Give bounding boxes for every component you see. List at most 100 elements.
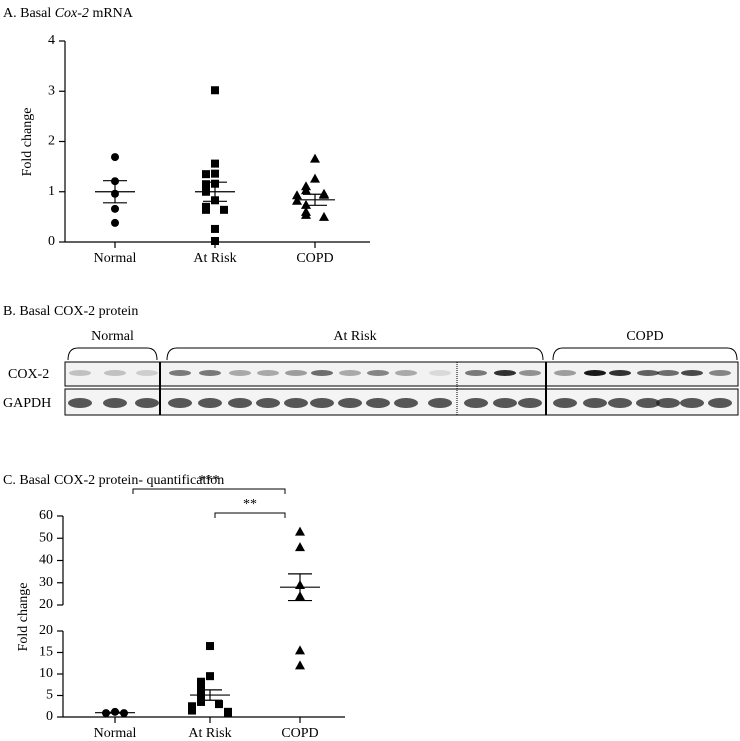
x-tick-label: COPD (281, 726, 318, 741)
band (199, 370, 221, 376)
band (198, 398, 222, 408)
band (518, 398, 542, 408)
point (197, 685, 205, 694)
band (656, 398, 680, 408)
row-label: COX-2 (8, 367, 49, 382)
point (224, 708, 232, 717)
band (229, 370, 251, 376)
panel-b-title: B. Basal COX-2 protein (3, 304, 138, 319)
point (301, 199, 311, 209)
point (295, 542, 305, 552)
point (211, 236, 219, 245)
x-tick-label: COPD (296, 251, 333, 266)
point (197, 689, 205, 698)
band (429, 370, 451, 376)
point (310, 173, 320, 183)
group-label: COPD (626, 329, 663, 344)
band (104, 370, 126, 376)
significance-label: *** (199, 473, 220, 488)
band (169, 370, 191, 376)
band (494, 370, 516, 376)
band (583, 398, 607, 408)
y-tick-label: 15 (39, 645, 53, 660)
point (111, 218, 119, 227)
band (284, 398, 308, 408)
band (69, 370, 91, 376)
point (111, 204, 119, 213)
band (310, 398, 334, 408)
band (428, 398, 452, 408)
band (136, 370, 158, 376)
band (338, 398, 362, 408)
point (211, 169, 219, 178)
band (135, 398, 159, 408)
significance-label: ** (243, 497, 257, 512)
title-part: mRNA (92, 6, 133, 21)
y-tick-label: 10 (39, 666, 53, 681)
point (295, 645, 305, 655)
y-tick-label: 4 (48, 33, 55, 48)
significance-bracket (132, 488, 286, 494)
y-axis-label: Fold change (16, 583, 31, 652)
point (202, 205, 210, 214)
point (202, 180, 210, 189)
point (197, 697, 205, 706)
point (292, 190, 302, 200)
y-tick-label: 0 (46, 709, 53, 724)
point (206, 672, 214, 681)
band (584, 370, 606, 376)
panel-a-title: A. Basal Cox-2 mRNA (3, 6, 134, 21)
y-tick-label: 50 (39, 530, 53, 545)
point (295, 660, 305, 670)
band (680, 398, 704, 408)
band (519, 370, 541, 376)
point (220, 205, 228, 214)
point (211, 159, 219, 168)
x-tick-label: Normal (94, 726, 137, 741)
point (215, 700, 223, 709)
point (310, 153, 320, 163)
point (301, 185, 311, 195)
band (553, 398, 577, 408)
x-tick-label: Normal (94, 251, 137, 266)
point (211, 224, 219, 233)
group-bracket (166, 347, 544, 361)
band (709, 370, 731, 376)
band (464, 398, 488, 408)
point (211, 86, 219, 95)
point (206, 642, 214, 651)
band (366, 398, 390, 408)
significance-bracket (214, 512, 286, 518)
title-part: Cox-2 (55, 6, 89, 21)
y-tick-label: 5 (46, 688, 53, 703)
band (554, 370, 576, 376)
y-tick-label: 1 (48, 184, 55, 199)
group-bracket (552, 347, 738, 361)
x-tick-label: At Risk (193, 251, 236, 266)
group-label: Normal (91, 329, 134, 344)
point (319, 211, 329, 221)
band (395, 370, 417, 376)
band (608, 398, 632, 408)
x-tick-label: At Risk (188, 726, 231, 741)
band (285, 370, 307, 376)
y-tick-label: 2 (48, 134, 55, 149)
row-label: GAPDH (3, 396, 51, 411)
band (636, 398, 660, 408)
band (465, 370, 487, 376)
point (188, 706, 196, 715)
band (103, 398, 127, 408)
band (681, 370, 703, 376)
band (394, 398, 418, 408)
band (493, 398, 517, 408)
band (339, 370, 361, 376)
band (228, 398, 252, 408)
point (301, 209, 311, 219)
y-tick-label: 3 (48, 83, 55, 98)
band (708, 398, 732, 408)
group-bracket (67, 347, 158, 361)
panel-c-title: C. Basal COX-2 protein- quantification (3, 473, 224, 488)
point (197, 677, 205, 686)
y-tick-label: 40 (39, 553, 53, 568)
